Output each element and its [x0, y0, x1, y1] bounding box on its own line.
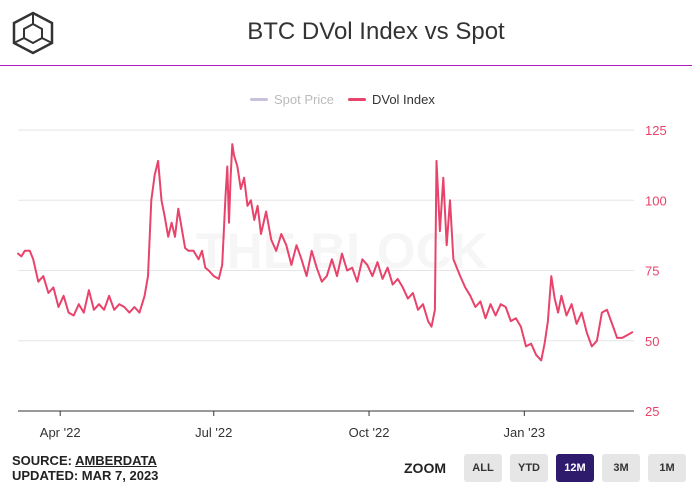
x-tick-label-3: Jan '23 — [504, 425, 546, 440]
source-line: SOURCE: AMBERDATA — [12, 453, 158, 468]
source-info: SOURCE: AMBERDATA UPDATED: MAR 7, 2023 — [12, 453, 158, 483]
legend-label-dvol-index: DVol Index — [371, 92, 435, 107]
series-line-dvol-index — [17, 143, 634, 362]
zoom-all-button[interactable]: ALL — [464, 454, 502, 482]
watermark-text: THE BLOCK — [196, 223, 488, 279]
x-tick-label-2: Oct '22 — [349, 425, 390, 440]
legend-item-spot-price[interactable]: Spot Price — [250, 92, 334, 107]
series-layer — [17, 143, 634, 362]
updated-date: UPDATED: MAR 7, 2023 — [12, 468, 159, 483]
zoom-controls: ZOOM ALL YTD 12M 3M 1M — [404, 454, 686, 482]
chart-title: BTC DVol Index vs Spot — [247, 18, 505, 45]
y-tick-label-75: 75 — [645, 264, 659, 279]
x-tick-label-1: Jul '22 — [195, 425, 232, 440]
y-tick-label-125: 125 — [645, 123, 667, 138]
zoom-3m-button[interactable]: 3M — [602, 454, 640, 482]
zoom-12m-button[interactable]: 12M — [556, 454, 594, 482]
legend-swatch-spot-price — [250, 98, 268, 101]
source-link[interactable]: AMBERDATA — [75, 453, 157, 468]
the-block-logo-icon — [12, 11, 54, 55]
chart-legend: Spot Price DVol Index — [250, 92, 435, 107]
source-prefix: SOURCE: — [12, 453, 76, 468]
x-tick-label-0: Apr '22 — [40, 425, 81, 440]
y-tick-label-25: 25 — [645, 404, 659, 419]
y-tick-label-50: 50 — [645, 334, 659, 349]
legend-swatch-dvol-index — [347, 98, 366, 101]
axis-layer: 25 50 75 100 125 Apr '22 Jul '22 Oct '22 Jan '23 — [18, 123, 667, 440]
zoom-label: ZOOM — [404, 460, 446, 476]
legend-label-spot-price: Spot Price — [274, 92, 334, 107]
y-tick-label-100: 100 — [645, 193, 667, 208]
grid-lines — [18, 129, 634, 342]
zoom-1m-button[interactable]: 1M — [648, 454, 686, 482]
legend-item-dvol-index[interactable]: DVol Index — [347, 92, 435, 107]
zoom-ytd-button[interactable]: YTD — [510, 454, 548, 482]
title-divider — [0, 65, 692, 66]
